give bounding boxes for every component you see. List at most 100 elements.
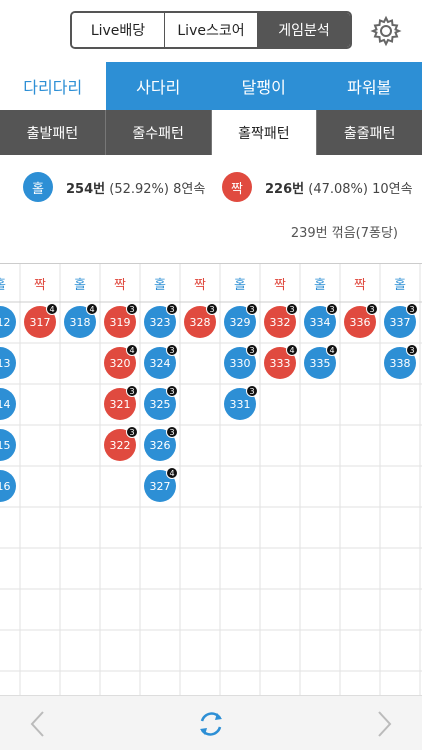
result-ball: 335 4 <box>304 344 338 379</box>
line-count-badge: 3 <box>166 344 178 356</box>
result-ball: 315 <box>0 429 16 461</box>
result-number: 332 <box>269 315 291 329</box>
result-number: 320 <box>109 356 131 370</box>
column-header: 홀 <box>0 264 20 302</box>
line-count-badge: 3 <box>126 385 138 397</box>
result-number: 325 <box>149 397 171 411</box>
odd-detail: (52.92%) 8연속 <box>109 182 206 197</box>
line-count-badge: 3 <box>246 303 258 315</box>
result-number: 330 <box>229 356 251 370</box>
result-ball: 317 4 <box>24 303 58 338</box>
column-header: 홀 <box>154 277 166 293</box>
line-count-badge: 3 <box>166 385 178 397</box>
result-number: 324 <box>149 356 171 370</box>
result-number: 313 <box>0 356 11 370</box>
grid-lines <box>0 264 422 695</box>
tab-live-odds[interactable]: Live배당 <box>72 13 165 47</box>
result-ball: 326 3 <box>144 426 178 461</box>
tab-sadari[interactable]: 사다리 <box>136 78 181 97</box>
line-count-badge: 3 <box>406 303 418 315</box>
line-count-badge: 3 <box>326 303 338 315</box>
line-count-badge: 4 <box>86 303 98 315</box>
result-ball: 324 3 <box>144 344 178 379</box>
result-ball: 321 3 <box>104 385 138 420</box>
result-ball: 334 3 <box>304 303 338 338</box>
pattern-tabs: 출발패턴 줄수패턴 홀짝패턴 출줄패턴 <box>0 110 422 155</box>
result-ball: 320 4 <box>104 344 138 379</box>
column-header: 짝 <box>34 277 46 293</box>
chevron-left-icon[interactable] <box>20 706 56 742</box>
result-ball: 336 3 <box>344 303 378 338</box>
result-ball: 316 <box>0 470 16 502</box>
even-detail: (47.08%) 10연속 <box>308 182 413 197</box>
result-ball: 314 <box>0 388 16 420</box>
top-bar: Live배당 Live스코어 게임분석 <box>0 0 422 62</box>
total-turns: 239번 꺾음(7퐁당) <box>290 226 398 241</box>
result-ball: 337 3 <box>384 303 418 338</box>
tab-line-pattern[interactable]: 줄수패턴 <box>106 110 212 155</box>
column-header: 짝 <box>194 277 206 293</box>
tab-dari-dari[interactable]: 다리다리 <box>0 62 106 110</box>
tab-start-line-pattern[interactable]: 출줄패턴 <box>343 125 396 142</box>
result-ball: 319 3 <box>104 303 138 338</box>
top-tab-group: Live배당 Live스코어 게임분석 <box>70 11 352 49</box>
line-count-badge: 3 <box>126 426 138 438</box>
result-ball: 312 <box>0 306 16 338</box>
even-count: 226번 <box>265 182 305 197</box>
column-header: 짝 <box>274 277 286 293</box>
result-number: 338 <box>389 356 411 370</box>
odd-count: 254번 <box>66 182 106 197</box>
line-count-badge: 4 <box>46 303 58 315</box>
tab-start-pattern[interactable]: 출발패턴 <box>0 110 106 155</box>
column-header: 홀 <box>74 277 86 293</box>
gear-icon[interactable] <box>370 15 402 47</box>
result-number: 329 <box>229 315 251 329</box>
result-number: 314 <box>0 397 11 411</box>
line-count-badge: 3 <box>126 303 138 315</box>
tab-snail[interactable]: 달팽이 <box>241 78 286 97</box>
line-count-badge: 4 <box>326 344 338 356</box>
result-ball: 332 3 <box>264 303 298 338</box>
tab-odd-even-pattern[interactable]: 홀짝패턴 <box>211 110 318 155</box>
tab-game-analysis[interactable]: 게임분석 <box>258 13 350 47</box>
refresh-icon[interactable] <box>193 706 229 742</box>
result-ball: 329 3 <box>224 303 258 338</box>
odd-badge: 홀 <box>23 172 53 202</box>
result-ball: 330 3 <box>224 344 258 379</box>
odd-stat: 254번 (52.92%) 8연속 <box>66 178 205 197</box>
line-count-badge: 4 <box>286 344 298 356</box>
column-header: 홀 <box>234 277 246 293</box>
result-ball: 328 3 <box>184 303 218 338</box>
result-number: 333 <box>269 356 291 370</box>
line-count-badge: 3 <box>166 426 178 438</box>
result-ball: 318 4 <box>64 303 98 338</box>
result-number: 315 <box>0 438 11 452</box>
result-number: 336 <box>349 315 371 329</box>
result-ball: 313 <box>0 347 16 379</box>
result-ball: 323 3 <box>144 303 178 338</box>
result-number: 328 <box>189 315 211 329</box>
game-tabs: 다리다리 사다리 달팽이 파워볼 <box>0 62 422 110</box>
tab-live-score[interactable]: Live스코어 <box>165 13 258 47</box>
tab-powerball[interactable]: 파워볼 <box>347 78 392 97</box>
chevron-right-icon[interactable] <box>366 706 402 742</box>
stats-panel: 홀 254번 (52.92%) 8연속 짝 226번 (47.08%) 10연속… <box>0 155 422 255</box>
even-badge: 짝 <box>222 172 252 202</box>
result-ball: 338 3 <box>384 344 418 379</box>
line-count-badge: 4 <box>126 344 138 356</box>
result-number: 319 <box>109 315 131 329</box>
line-count-badge: 3 <box>246 344 258 356</box>
result-number: 316 <box>0 479 11 493</box>
result-ball: 333 4 <box>264 344 298 379</box>
result-number: 331 <box>229 397 251 411</box>
result-number: 323 <box>149 315 171 329</box>
line-count-badge: 3 <box>286 303 298 315</box>
result-ball: 325 3 <box>144 385 178 420</box>
result-number: 327 <box>149 479 171 493</box>
line-count-badge: 3 <box>366 303 378 315</box>
bottom-nav <box>0 695 422 750</box>
line-count-badge: 3 <box>406 344 418 356</box>
pattern-grid: 홀짝홀짝홀짝홀짝홀짝홀31231331431531631743184319332… <box>0 263 422 695</box>
line-count-badge: 3 <box>206 303 218 315</box>
column-header: 홀 <box>314 277 326 293</box>
